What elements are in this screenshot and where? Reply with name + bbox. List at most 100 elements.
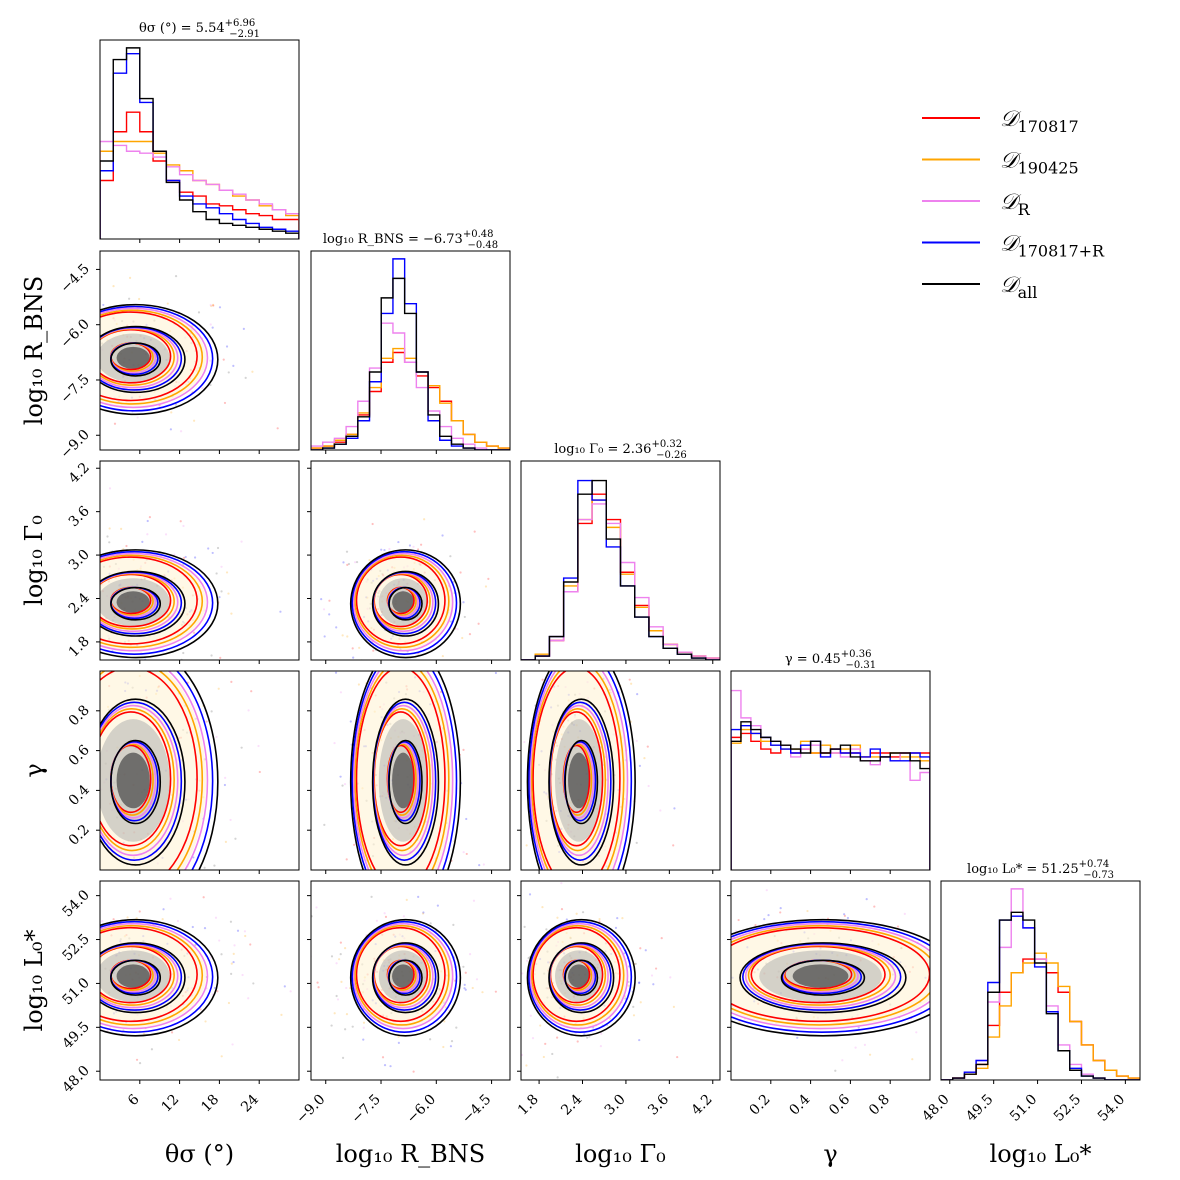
- scatter-point: [439, 690, 443, 694]
- contour-D190425-level2: [100, 309, 204, 405]
- scatter-point: [417, 661, 419, 663]
- scatter-point: [641, 971, 643, 973]
- scatter-point: [675, 938, 677, 940]
- scatter-point: [320, 597, 323, 601]
- scatter-point: [843, 914, 846, 917]
- scatter-point: [230, 612, 233, 615]
- scatter-point: [209, 303, 212, 307]
- scatter-point: [205, 720, 208, 723]
- hist-D170817-log10_L0: [941, 958, 1140, 1080]
- scatter-point: [279, 610, 282, 613]
- scatter-point: [233, 944, 236, 947]
- scatter-point: [345, 986, 348, 990]
- scatter-point: [512, 902, 514, 904]
- scatter-point: [316, 981, 319, 984]
- density-peak: [392, 964, 415, 988]
- scatter-point: [148, 878, 150, 880]
- scatter-point: [987, 963, 989, 965]
- scatter-point: [223, 401, 227, 405]
- contour-D170817R-level1: [100, 942, 183, 1011]
- scatter-point: [1022, 1070, 1024, 1072]
- scatter-point: [323, 635, 326, 638]
- scatter-point: [641, 1036, 643, 1038]
- scatter-point: [487, 577, 490, 580]
- scatter-point: [574, 1032, 577, 1035]
- scatter-point: [427, 664, 429, 666]
- scatter-point: [397, 1041, 400, 1044]
- scatter-point: [107, 877, 109, 879]
- scatter-point: [1004, 999, 1006, 1001]
- scatter-point: [767, 914, 770, 917]
- scatter-point: [227, 592, 230, 595]
- scatter-point: [456, 628, 459, 631]
- scatter-point: [523, 925, 526, 928]
- scatter-point: [705, 928, 707, 930]
- scatter-point: [86, 634, 88, 636]
- contour-Dall-level0: [388, 739, 423, 825]
- scatter-point: [91, 574, 93, 576]
- scatter-point: [843, 913, 846, 916]
- scatter-point: [976, 932, 978, 934]
- contour-Dall-level1: [100, 570, 186, 637]
- scatter-point: [84, 344, 86, 346]
- contour-Dall-level2: [349, 918, 462, 1037]
- scatter-point: [404, 873, 406, 875]
- scatter-point: [330, 955, 334, 958]
- scatter-point: [209, 323, 212, 326]
- contour-Dall-level1: [739, 942, 907, 1014]
- scatter-point: [638, 981, 641, 985]
- scatter-point: [164, 533, 168, 536]
- scatter-point: [586, 1036, 589, 1039]
- scatter-point: [335, 626, 338, 629]
- scatter-point: [112, 285, 115, 288]
- scatter-point: [686, 963, 688, 965]
- scatter-point: [108, 527, 111, 530]
- contour-D170817R-level2: [528, 671, 633, 870]
- scatter-point: [341, 634, 344, 637]
- scatter-point: [216, 546, 220, 550]
- panel-frame: [520, 670, 721, 871]
- y-tick-label: 49.5: [59, 1019, 92, 1052]
- scatter-point: [125, 544, 128, 548]
- scatter-point: [854, 1046, 857, 1049]
- scatter-point: [494, 875, 496, 877]
- scatter-point: [193, 556, 197, 559]
- scatter-point: [176, 919, 179, 923]
- scatter-point: [343, 673, 345, 675]
- scatter-point: [56, 630, 58, 632]
- scatter-point: [442, 916, 444, 918]
- scatter-point: [729, 1020, 731, 1022]
- contour-D170817R-level2: [100, 550, 214, 655]
- scatter-point: [481, 1025, 483, 1027]
- scatter-point: [210, 710, 213, 713]
- scatter-point: [449, 555, 452, 558]
- scatter-point: [618, 639, 620, 641]
- scatter-point: [461, 596, 463, 598]
- contour-Dall-level2: [731, 918, 930, 1037]
- scatter-point: [53, 882, 55, 884]
- scatter-point: [595, 640, 597, 642]
- scatter-point: [468, 633, 472, 636]
- contour-D170817R-level2: [100, 305, 214, 412]
- scatter-point: [355, 560, 359, 564]
- scatter-point: [650, 974, 654, 977]
- scatter-point: [283, 985, 286, 988]
- contour-D170817-level2: [355, 671, 446, 870]
- scatter-point: [868, 1053, 872, 1056]
- hist-Dall-theta_sigma: [100, 47, 299, 239]
- scatter-point: [726, 1003, 728, 1005]
- x-tick-label: 54.0: [1095, 1092, 1128, 1125]
- scatter-point: [931, 988, 933, 990]
- scatter-point: [639, 947, 642, 950]
- panel-frame: [310, 250, 511, 451]
- scatter-point: [52, 385, 54, 387]
- scatter-point: [339, 775, 342, 778]
- scatter-point: [942, 1012, 944, 1014]
- scatter-point: [560, 882, 563, 885]
- scatter-point: [574, 666, 576, 668]
- scatter-point: [296, 744, 298, 746]
- scatter-point: [371, 904, 373, 906]
- scatter-point: [252, 982, 255, 985]
- scatter-point: [372, 649, 375, 652]
- scatter-point: [92, 583, 94, 585]
